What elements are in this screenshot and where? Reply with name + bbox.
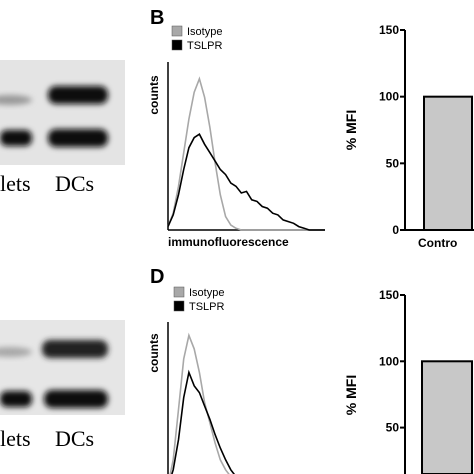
panel-label: D xyxy=(150,266,164,288)
band xyxy=(0,95,32,105)
y-tick-label: 100 xyxy=(379,354,399,368)
legend-label: TSLPR xyxy=(189,301,225,313)
band xyxy=(0,391,32,407)
legend-swatch xyxy=(173,286,185,298)
x-tick-label: Contro xyxy=(418,236,457,250)
y-tick-label: 100 xyxy=(379,90,399,104)
legend-label: Isotype xyxy=(189,287,224,299)
histogram-curve xyxy=(167,133,325,231)
panel-label: B xyxy=(150,7,164,29)
y-tick-label: 0 xyxy=(392,223,399,237)
band xyxy=(0,347,32,357)
x-axis-label: immunofluorescence xyxy=(168,235,289,249)
blot-bottom: lets DCs xyxy=(0,320,125,451)
y-tick-label: 150 xyxy=(379,23,399,37)
y-axis-label: counts xyxy=(147,75,161,115)
band xyxy=(44,390,108,408)
band xyxy=(48,129,108,147)
legend-label: TSLPR xyxy=(187,40,223,52)
y-axis-label: % MFI xyxy=(343,375,359,415)
band xyxy=(42,340,108,358)
band xyxy=(0,130,32,146)
band xyxy=(48,86,108,104)
blot-background xyxy=(0,60,125,165)
lane-label: lets xyxy=(0,426,31,451)
histogram-curve xyxy=(167,76,325,231)
y-tick-label: 50 xyxy=(386,421,400,435)
legend-swatch xyxy=(171,25,183,37)
legend-swatch xyxy=(171,39,183,51)
y-tick-label: 50 xyxy=(386,156,400,170)
lane-label: DCs xyxy=(55,426,94,451)
legend-swatch xyxy=(173,300,185,312)
y-tick-label: 150 xyxy=(379,288,399,302)
lane-label: DCs xyxy=(55,171,94,196)
y-axis-label: % MFI xyxy=(343,110,359,150)
lane-label: lets xyxy=(0,171,31,196)
blot-top: lets DCs xyxy=(0,60,125,196)
histogram-curve xyxy=(169,332,230,474)
histogram-curve xyxy=(171,369,236,474)
bar xyxy=(421,360,473,474)
legend-label: Isotype xyxy=(187,26,222,38)
y-axis-label: counts xyxy=(147,333,161,373)
bar xyxy=(423,95,473,231)
